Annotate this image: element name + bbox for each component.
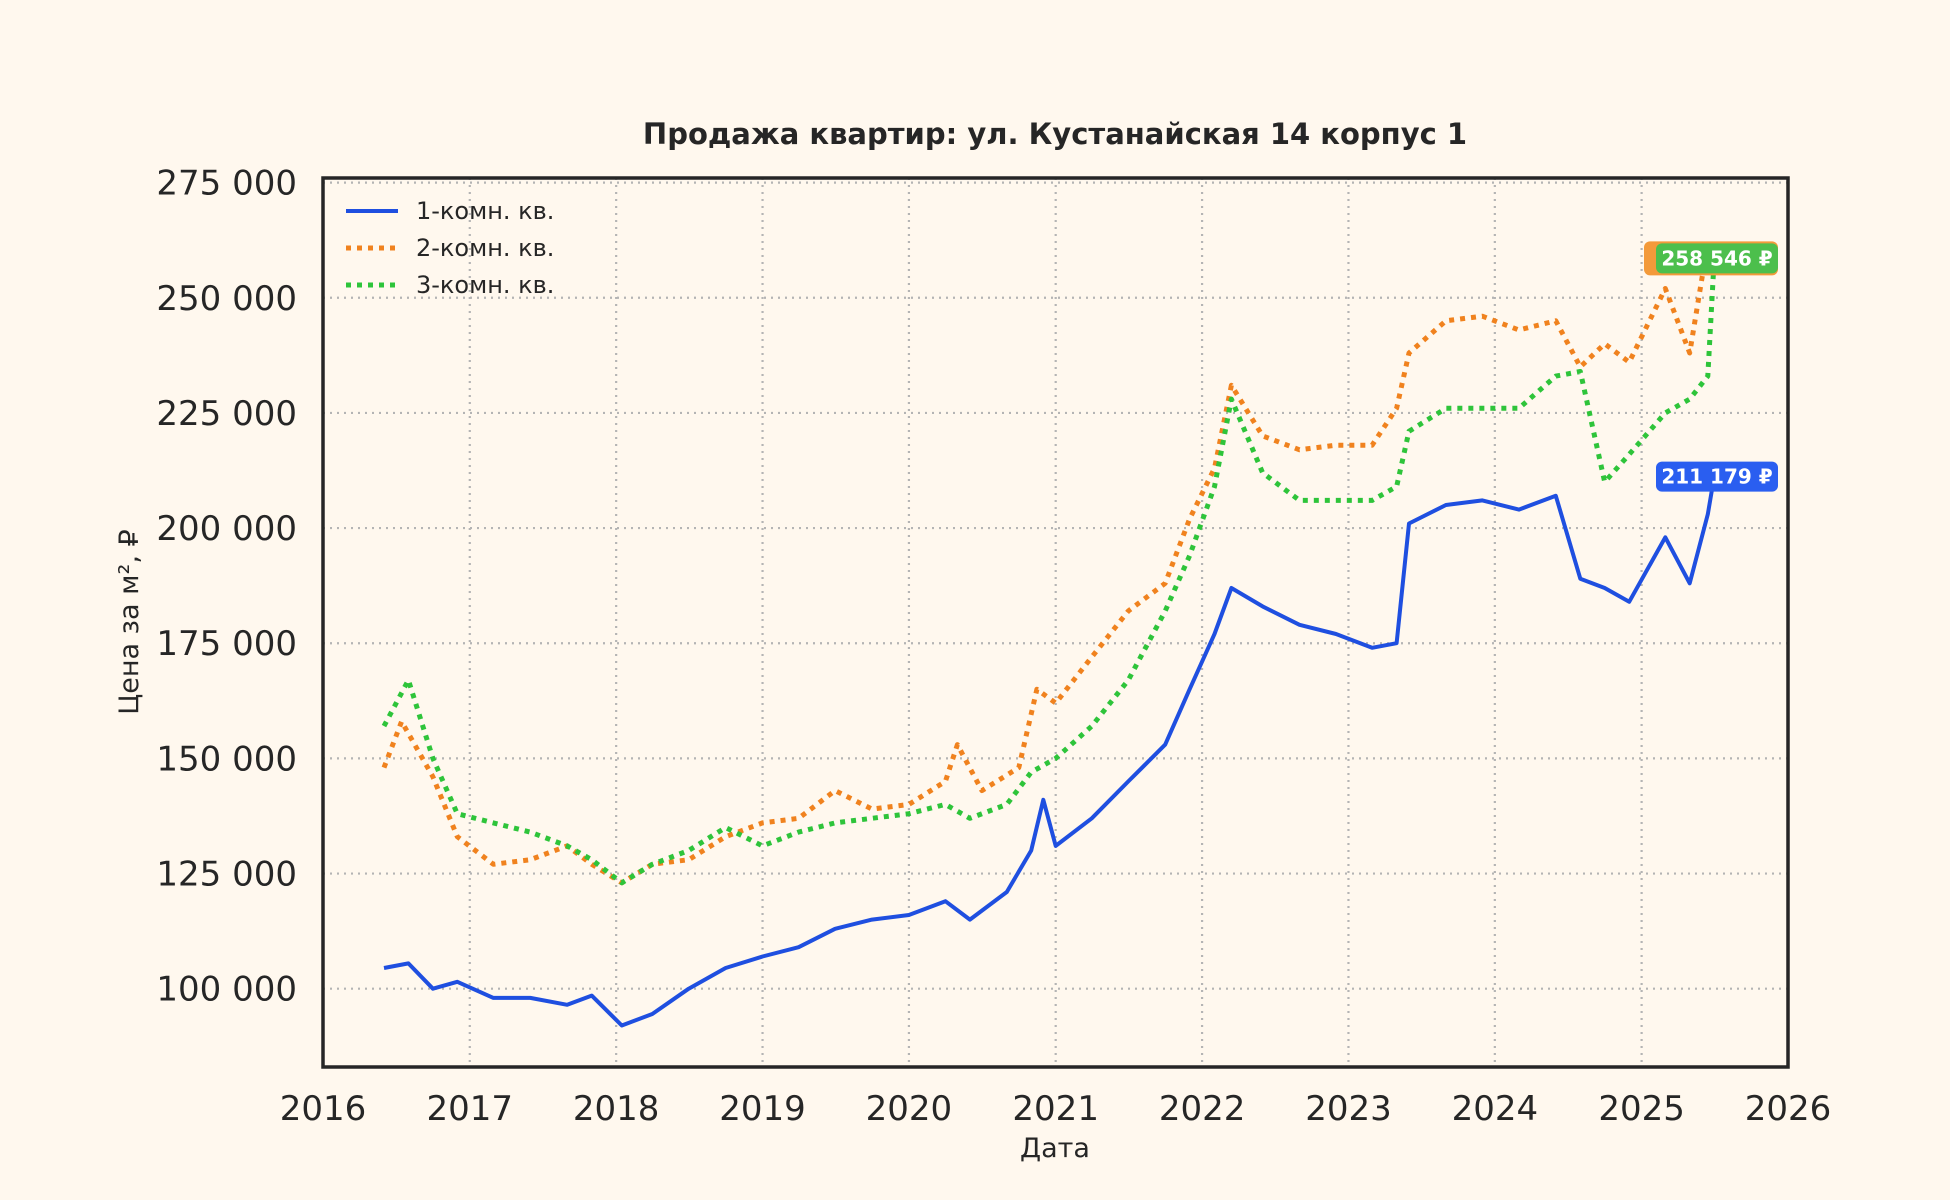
x-tick-label: 2020 [866, 1089, 953, 1129]
x-tick-label: 2025 [1598, 1089, 1685, 1129]
value-badge [1656, 243, 1778, 274]
value-badge-label: 258 546 ₽ [1661, 246, 1772, 270]
y-tick-label: 125 000 [156, 855, 297, 895]
y-tick-label: 250 000 [156, 279, 297, 319]
series-line-3 [381, 258, 1717, 886]
y-tick-label: 150 000 [156, 739, 297, 779]
value-badge-label: 211 179 ₽ [1661, 465, 1772, 489]
series-layer [381, 240, 1717, 1028]
y-tick-label: 275 000 [156, 164, 297, 204]
x-tick-label: 2017 [427, 1089, 514, 1129]
series-line-1 [383, 476, 1717, 1028]
chart-title: Продажа квартир: ул. Кустанайская 14 кор… [643, 117, 1467, 151]
x-tick-label: 2018 [573, 1089, 660, 1129]
x-axis-label: Дата [1020, 1133, 1090, 1164]
axis-ticks: 100 000 125 000 150 000 175 000 200 000 225 0… [156, 164, 1831, 1129]
y-axis-label: Цена за м², ₽ [114, 529, 145, 714]
y-tick-label: 175 000 [156, 624, 297, 664]
x-tick-label: 2026 [1745, 1089, 1832, 1129]
x-tick-label: 2016 [280, 1089, 367, 1129]
plot-frame [321, 176, 1790, 1069]
x-tick-label: 2024 [1452, 1089, 1539, 1129]
legend: 1-комн. кв. 2-комн. кв. 3-комн. кв. [346, 197, 554, 299]
legend-label: 3-комн. кв. [416, 271, 554, 299]
x-tick-label: 2023 [1305, 1089, 1392, 1129]
x-tick-label: 2021 [1012, 1089, 1099, 1129]
y-tick-label: 200 000 [156, 509, 297, 549]
legend-label: 2-комн. кв. [416, 234, 554, 262]
x-tick-label: 2022 [1159, 1089, 1246, 1129]
y-tick-label: 225 000 [156, 394, 297, 434]
legend-label: 1-комн. кв. [416, 197, 554, 225]
x-tick-label: 2019 [719, 1089, 806, 1129]
value-badge [1656, 461, 1778, 492]
grid-lines [321, 178, 1790, 1067]
y-tick-label: 100 000 [156, 970, 297, 1010]
series-line-2 [381, 240, 1717, 886]
annotations-layer: 258 546 ₽ 211 179 ₽ [1644, 241, 1778, 492]
